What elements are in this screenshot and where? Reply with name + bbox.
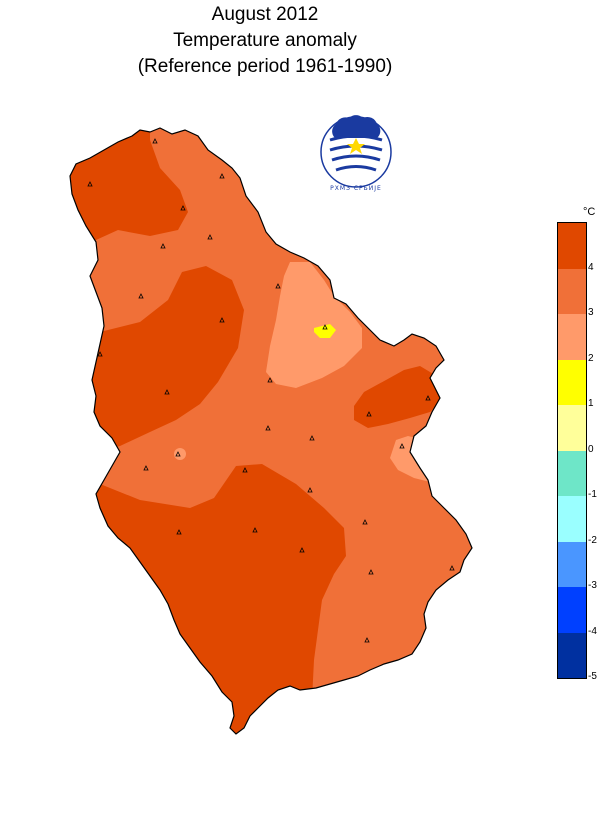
station-marker <box>160 243 166 249</box>
rhmz-srbije-logo: РХМЗ СРБИЈЕ <box>320 115 392 192</box>
anomaly-spot-1-2-north <box>314 324 336 338</box>
legend-swatch <box>558 450 586 496</box>
station-marker <box>309 435 315 441</box>
station-marker <box>449 565 455 571</box>
station-marker <box>322 324 328 330</box>
legend-swatch <box>558 405 586 451</box>
anomaly-zone-4-5-east <box>354 366 442 428</box>
legend-tick-label: 0 <box>588 443 594 455</box>
color-legend <box>557 222 587 679</box>
station-marker <box>164 389 170 395</box>
legend-tick-label: 2 <box>588 352 594 364</box>
station-marker <box>307 487 313 493</box>
legend-tick-label: -1 <box>588 489 597 500</box>
station-marker <box>138 293 144 299</box>
anomaly-zone-4-5-west <box>70 266 244 460</box>
station-marker <box>176 529 182 535</box>
anomaly-zone-4-5-south <box>70 464 346 734</box>
station-marker <box>299 547 305 553</box>
anomaly-zone-2-3-north <box>266 262 362 388</box>
logo-text: РХМЗ СРБИЈЕ <box>330 185 382 192</box>
station-marker <box>97 351 103 357</box>
legend-swatch <box>558 359 586 405</box>
legend-swatch <box>558 632 586 678</box>
legend-swatch <box>558 268 586 314</box>
station-marker <box>425 395 431 401</box>
legend-tick-label: 3 <box>588 307 594 318</box>
legend-tick-label: -2 <box>588 534 597 546</box>
legend-tick-label: 1 <box>588 398 594 409</box>
legend-swatch <box>558 496 586 542</box>
station-marker <box>152 138 158 144</box>
station-marker <box>366 411 372 417</box>
station-marker <box>87 181 93 187</box>
station-markers <box>87 138 455 643</box>
title-reference: (Reference period 1961-1990) <box>137 56 393 77</box>
station-marker <box>180 205 186 211</box>
station-marker <box>219 173 225 179</box>
legend-swatch <box>558 587 586 633</box>
station-marker <box>265 425 271 431</box>
station-marker <box>368 569 374 575</box>
legend-tick-label: -4 <box>588 625 597 637</box>
legend-unit: °C <box>583 206 596 218</box>
station-marker <box>219 317 225 323</box>
legend-swatch <box>558 314 586 360</box>
map-title: August 2012 Temperature anomaly (Referen… <box>0 0 530 80</box>
legend-tick-label: -5 <box>588 671 597 682</box>
station-marker <box>242 467 248 473</box>
station-marker <box>143 465 149 471</box>
title-month: August 2012 <box>211 4 319 25</box>
station-marker <box>275 283 281 289</box>
station-marker <box>175 451 181 457</box>
legend-tick-label: -3 <box>588 580 597 591</box>
station-marker <box>362 519 368 525</box>
station-marker <box>399 443 405 449</box>
legend-swatch <box>558 541 586 587</box>
title-variable: Temperature anomaly <box>173 30 357 51</box>
station-marker <box>252 527 258 533</box>
legend-swatch <box>558 223 586 269</box>
station-marker <box>364 637 370 643</box>
legend-tick-label: 4 <box>588 261 594 273</box>
station-marker <box>207 234 213 240</box>
station-marker <box>267 377 273 383</box>
anomaly-spot-2-3-west <box>174 448 186 460</box>
